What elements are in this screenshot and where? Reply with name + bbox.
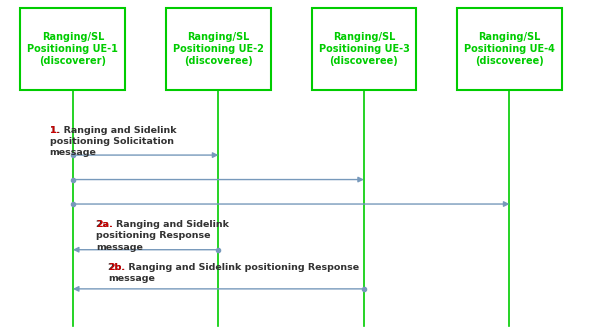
FancyBboxPatch shape <box>20 8 125 90</box>
Text: 1. Ranging and Sidelink
positioning Solicitation
message: 1. Ranging and Sidelink positioning Soli… <box>49 126 176 157</box>
FancyBboxPatch shape <box>166 8 271 90</box>
FancyBboxPatch shape <box>457 8 562 90</box>
Text: 2b.: 2b. <box>108 263 125 272</box>
Text: Ranging/SL
Positioning UE-4
(discoveree): Ranging/SL Positioning UE-4 (discoveree) <box>464 32 555 66</box>
Text: 2b. Ranging and Sidelink positioning Response
message: 2b. Ranging and Sidelink positioning Res… <box>108 263 359 283</box>
Text: Ranging/SL
Positioning UE-3
(discoveree): Ranging/SL Positioning UE-3 (discoveree) <box>318 32 409 66</box>
FancyBboxPatch shape <box>311 8 416 90</box>
Text: Ranging/SL
Positioning UE-2
(discoveree): Ranging/SL Positioning UE-2 (discoveree) <box>173 32 264 66</box>
Text: Ranging/SL
Positioning UE-1
(discoverer): Ranging/SL Positioning UE-1 (discoverer) <box>27 32 118 66</box>
Text: 1.: 1. <box>49 126 60 135</box>
Text: 2a. Ranging and Sidelink
positioning Response
message: 2a. Ranging and Sidelink positioning Res… <box>96 220 229 251</box>
Text: 2a.: 2a. <box>96 220 113 229</box>
